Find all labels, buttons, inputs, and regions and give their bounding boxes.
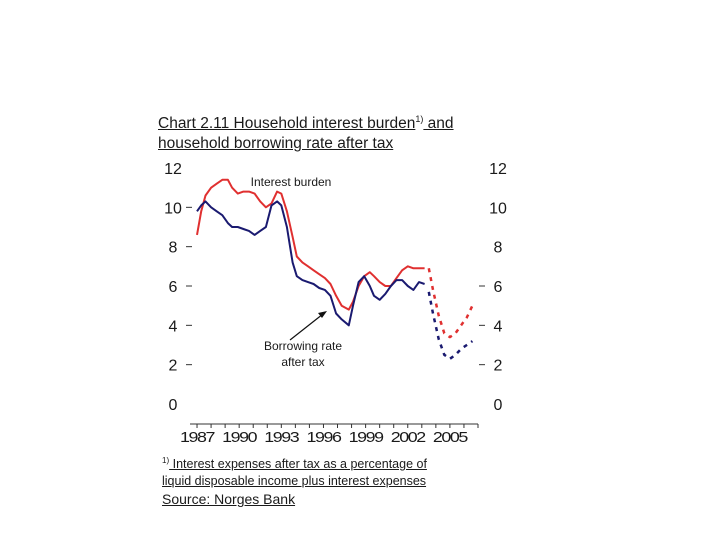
x-tick-label: 2002 xyxy=(391,429,426,446)
annotation-interest-burden: Interest burden xyxy=(251,175,332,189)
y-right-tick-label: 8 xyxy=(494,240,503,257)
footnote-line1: Interest expenses after tax as a percent… xyxy=(169,457,427,471)
series-line-3 xyxy=(427,291,474,361)
footnote-line2: liquid disposable income plus interest e… xyxy=(162,474,427,488)
chart-title-line1-end: and xyxy=(423,115,454,132)
series-line-2 xyxy=(196,200,425,327)
series-line-0 xyxy=(196,178,425,311)
y-left-tick-label: 6 xyxy=(169,279,178,296)
footnote-marker: 1) xyxy=(162,456,170,465)
y-right-tick-label: 4 xyxy=(494,318,503,335)
chart-title-line2: household borrowing rate after tax xyxy=(158,135,394,152)
title-footnote-marker: 1) xyxy=(415,114,424,124)
y-right-tick-label: 12 xyxy=(489,161,507,178)
y-left-tick-label: 12 xyxy=(164,161,182,178)
y-left-tick-label: 4 xyxy=(169,318,178,335)
chart-title-line1: Chart 2.11 Household interest burden xyxy=(158,115,416,132)
y-left-tick-label: 0 xyxy=(169,397,178,414)
annotation-arrowhead xyxy=(318,311,327,318)
x-tick-label: 1993 xyxy=(264,429,299,446)
chart-title: Chart 2.11 Household interest burden1) a… xyxy=(158,109,538,154)
y-left-tick-label: 10 xyxy=(164,200,182,217)
x-tick-label: 2005 xyxy=(433,429,468,446)
x-tick-label: 1987 xyxy=(180,429,215,446)
source-note: Source: Norges Bank xyxy=(162,491,296,507)
annotation-arrow xyxy=(289,313,324,341)
y-right-tick-label: 6 xyxy=(494,279,503,296)
annotation-borrowing-rate-line1: Borrowing rate xyxy=(264,339,342,353)
x-tick-label: 1999 xyxy=(349,429,384,446)
y-left-tick-label: 8 xyxy=(169,240,178,257)
y-right-tick-label: 2 xyxy=(494,358,503,375)
footnote: 1) Interest expenses after tax as a perc… xyxy=(162,452,492,490)
y-right-tick-label: 0 xyxy=(494,397,503,414)
series-line-1 xyxy=(427,268,474,339)
annotation-borrowing-rate-line2: after tax xyxy=(281,355,324,369)
x-tick-label: 1990 xyxy=(222,429,257,446)
y-left-tick-label: 2 xyxy=(169,358,178,375)
x-tick-label: 1996 xyxy=(306,429,341,446)
y-right-tick-label: 10 xyxy=(489,200,507,217)
